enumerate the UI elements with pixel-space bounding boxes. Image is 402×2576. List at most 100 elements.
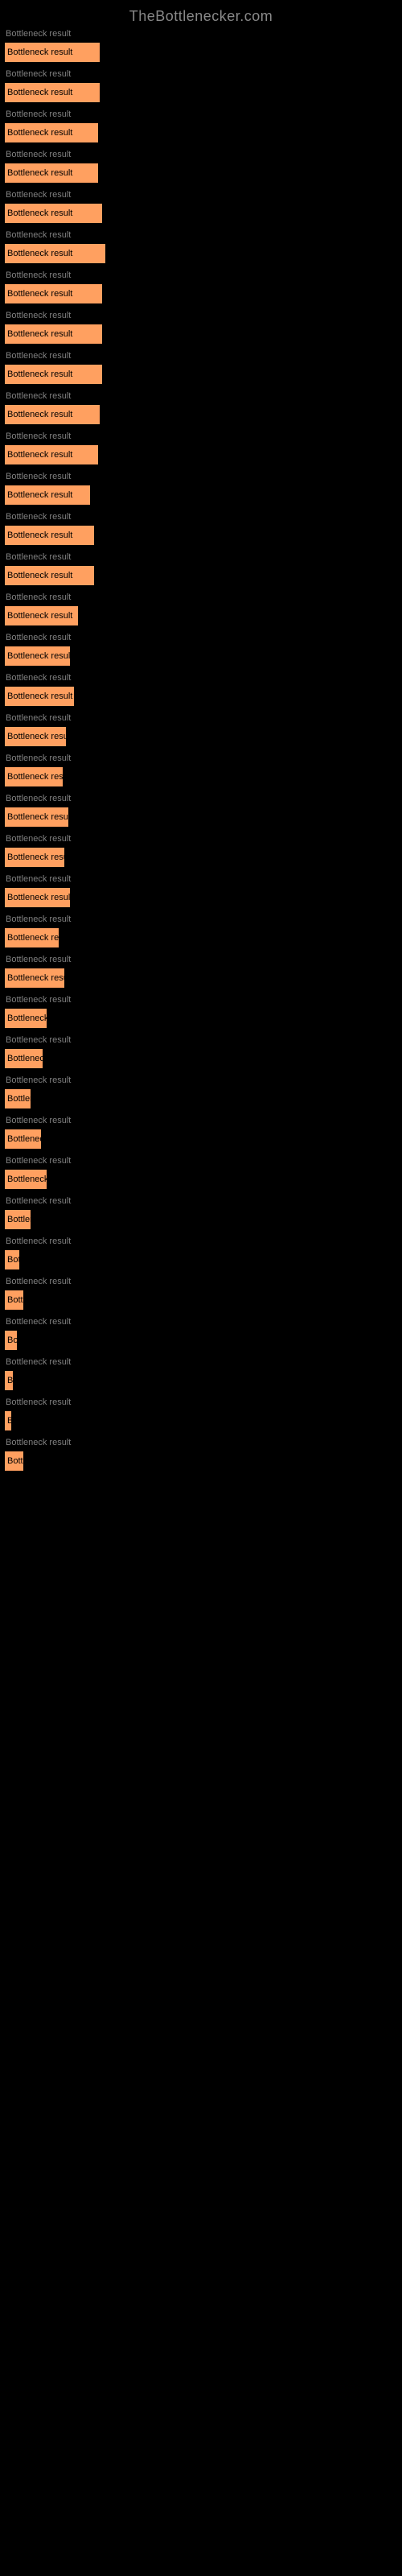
row-link-label[interactable]: Bottleneck result (4, 351, 398, 361)
bar-wrap: Bottleneck result (4, 324, 398, 345)
bar-text: Bottleneck result (7, 42, 104, 63)
chart-row: Bottleneck result Bottleneck result (4, 150, 398, 184)
bar-text: Bottleneck result (7, 686, 78, 707)
chart-row: Bottleneck result Bottleneck result (4, 109, 398, 143)
chart-row: Bottleneck result Bottleneck result (4, 1397, 398, 1431)
row-link-label[interactable]: Bottleneck result (4, 552, 398, 562)
bar-wrap: Bottleneck result (4, 686, 398, 707)
chart-row: Bottleneck result Bottleneck result (4, 713, 398, 747)
bar-text: Bottleneck result (7, 646, 74, 667)
row-link-label[interactable]: Bottleneck result (4, 1277, 398, 1286)
row-link-label[interactable]: Bottleneck result (4, 431, 398, 441)
row-link-label[interactable]: Bottleneck result (4, 1357, 398, 1367)
bar-text: Bottleneck result (7, 1290, 27, 1311)
bar-text: Bottleneck result (7, 1088, 35, 1109)
row-link-label[interactable]: Bottleneck result (4, 1116, 398, 1125)
bar-wrap: Bottleneck result (4, 1008, 398, 1029)
chart-row: Bottleneck result Bottleneck result (4, 431, 398, 465)
bar-text: Bottleneck result (7, 847, 68, 868)
bar-text: Bottleneck result (7, 1451, 27, 1472)
bar-text: Bottleneck result (7, 122, 102, 143)
row-link-label[interactable]: Bottleneck result (4, 109, 398, 119)
row-link-label[interactable]: Bottleneck result (4, 673, 398, 683)
chart-row: Bottleneck result Bottleneck result (4, 552, 398, 586)
row-link-label[interactable]: Bottleneck result (4, 1236, 398, 1246)
row-link-label[interactable]: Bottleneck result (4, 995, 398, 1005)
bar-wrap: Bottleneck result (4, 927, 398, 948)
bar-wrap: Bottleneck result (4, 1048, 398, 1069)
bar-text: Bottleneck result (7, 444, 102, 465)
row-link-label[interactable]: Bottleneck result (4, 834, 398, 844)
row-link-label[interactable]: Bottleneck result (4, 955, 398, 964)
chart-row: Bottleneck result Bottleneck result (4, 391, 398, 425)
row-link-label[interactable]: Bottleneck result (4, 1317, 398, 1327)
row-link-label[interactable]: Bottleneck result (4, 592, 398, 602)
bar-text: Bottleneck result (7, 968, 68, 989)
bar-text: Bottleneck result (7, 1370, 17, 1391)
row-link-label[interactable]: Bottleneck result (4, 1035, 398, 1045)
row-link-label[interactable]: Bottleneck result (4, 190, 398, 200)
bar-wrap: Bottleneck result (4, 1451, 398, 1472)
row-link-label[interactable]: Bottleneck result (4, 914, 398, 924)
bar-wrap: Bottleneck result (4, 807, 398, 828)
bar-text: Bottleneck result (7, 807, 72, 828)
chart-row: Bottleneck result Bottleneck result (4, 874, 398, 908)
row-link-label[interactable]: Bottleneck result (4, 1156, 398, 1166)
bar-text: Bottleneck result (7, 1129, 45, 1150)
chart-row: Bottleneck result Bottleneck result (4, 472, 398, 506)
bar-wrap: Bottleneck result (4, 444, 398, 465)
row-link-label[interactable]: Bottleneck result (4, 633, 398, 642)
bar-wrap: Bottleneck result (4, 485, 398, 506)
row-link-label[interactable]: Bottleneck result (4, 270, 398, 280)
chart-row: Bottleneck result Bottleneck result (4, 753, 398, 787)
chart-row: Bottleneck result Bottleneck result (4, 512, 398, 546)
bar-text: Bottleneck result (7, 525, 98, 546)
chart-row: Bottleneck result Bottleneck result (4, 834, 398, 868)
bar-text: Bottleneck result (7, 1330, 21, 1351)
bar-wrap: Bottleneck result (4, 646, 398, 667)
chart-row: Bottleneck result Bottleneck result (4, 1075, 398, 1109)
chart-row: Bottleneck result Bottleneck result (4, 794, 398, 828)
bar-text: Bottleneck result (7, 1249, 23, 1270)
bar-wrap: Bottleneck result (4, 163, 398, 184)
bar-text: Bottleneck result (7, 203, 106, 224)
bar-wrap: Bottleneck result (4, 404, 398, 425)
row-link-label[interactable]: Bottleneck result (4, 874, 398, 884)
bar-wrap: Bottleneck result (4, 1290, 398, 1311)
row-link-label[interactable]: Bottleneck result (4, 29, 398, 39)
row-link-label[interactable]: Bottleneck result (4, 512, 398, 522)
bar-text: Bottleneck result (7, 927, 63, 948)
chart-row: Bottleneck resultBottleneck result (4, 270, 398, 304)
bar-wrap: Bottleneck result (4, 42, 398, 63)
bar-text: Bottleneck result (7, 887, 74, 908)
row-link-label[interactable]: Bottleneck result (4, 69, 398, 79)
row-link-label[interactable]: Bottleneck result (4, 391, 398, 401)
chart-row: Bottleneck result Bottleneck result (4, 311, 398, 345)
bar-text: Bottleneck result (7, 163, 102, 184)
row-link-label[interactable]: Bottleneck result (4, 472, 398, 481)
row-link-label[interactable]: Bottleneck result (4, 1438, 398, 1447)
bar-text: Bottleneck result (7, 1048, 47, 1069)
chart-row: Bottleneck result Bottleneck result (4, 914, 398, 948)
bar-wrap: Bottleneck result (4, 1410, 398, 1431)
row-link-label[interactable]: Bottleneck result (4, 753, 398, 763)
bar-wrap: Bottleneck result (4, 525, 398, 546)
chart-row: Bottleneck result Bottleneck result (4, 995, 398, 1029)
bar-wrap: Bottleneck result (4, 1330, 398, 1351)
bar-wrap: Bottleneck result (4, 968, 398, 989)
chart-row: Bottleneck result Bottleneck result (4, 633, 398, 667)
row-link-label[interactable]: Bottleneck result (4, 794, 398, 803)
row-link-label[interactable]: Bottleneck result (4, 1397, 398, 1407)
bar-wrap: Bottleneck result (4, 1249, 398, 1270)
bar-text: Bottleneck result (7, 766, 67, 787)
row-link-label[interactable]: Bottleneck result (4, 311, 398, 320)
row-link-label[interactable]: Bottleneck result (4, 230, 398, 240)
bar-text: Bottleneck result (7, 565, 98, 586)
row-link-label[interactable]: Bottleneck result (4, 1196, 398, 1206)
row-link-label[interactable]: Bottleneck result (4, 1075, 398, 1085)
row-link-label[interactable]: Bottleneck result (4, 713, 398, 723)
row-link-label[interactable]: Bottleneck result (4, 150, 398, 159)
chart-row: Bottleneck result Bottleneck result (4, 1116, 398, 1150)
bar-wrap: Bottleneck result (4, 203, 398, 224)
bar-wrap: Bottleneck result (4, 726, 398, 747)
